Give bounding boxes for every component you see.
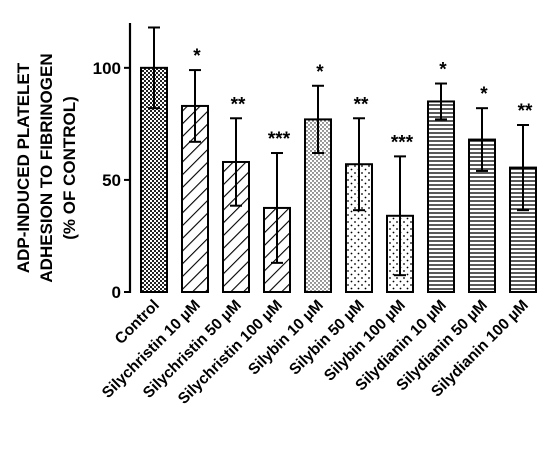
bar — [427, 100, 455, 294]
significance-label: *** — [268, 129, 291, 150]
significance-label: *** — [391, 132, 414, 153]
significance-label: * — [439, 60, 447, 81]
y-axis-title-line-1: ADP-INDUCED PLATELET — [14, 62, 33, 273]
significance-label: * — [193, 46, 201, 67]
y-axis-title-line-2: ADHESION TO FIBRINOGEN — [37, 53, 56, 282]
error-bars — [148, 26, 529, 277]
y-tick-label: 100 — [93, 59, 121, 78]
y-tick-label: 0 — [112, 283, 121, 302]
axes: 0 50 100 — [93, 23, 132, 302]
significance-label: * — [316, 62, 324, 83]
significance-label: ** — [231, 94, 246, 115]
bar — [304, 118, 332, 294]
y-tick-label: 50 — [102, 171, 121, 190]
significance-label: * — [480, 84, 488, 105]
significance-markers: **************** — [193, 46, 533, 153]
significance-label: ** — [354, 94, 369, 115]
bars — [140, 66, 537, 294]
significance-label: ** — [518, 101, 533, 122]
y-axis-title: ADP-INDUCED PLATELET ADHESION TO FIBRINO… — [14, 53, 79, 282]
y-axis-title-line-3: (% OF CONTROL) — [60, 96, 79, 240]
